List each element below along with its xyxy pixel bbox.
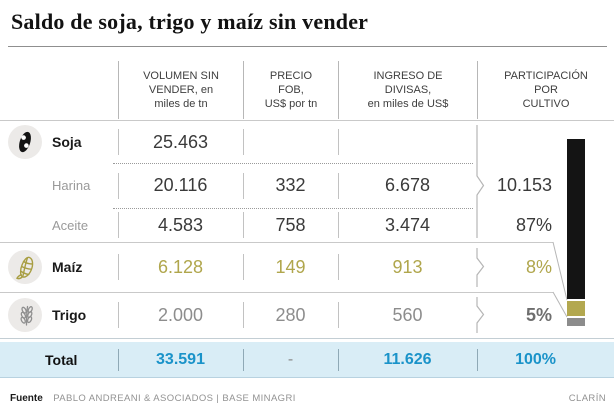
cell-precio: 758 xyxy=(243,208,338,242)
soybean-pod-icon xyxy=(8,125,42,159)
publisher-credit: CLARÍN xyxy=(568,393,606,404)
column-header-ingreso: INGRESO DE DIVISAS, en miles de US$ xyxy=(338,61,477,119)
cell-participacion: 87% xyxy=(515,214,552,235)
row-label-cell: Harina xyxy=(0,178,118,193)
row-separator xyxy=(0,242,553,243)
cell-precio: 149 xyxy=(243,242,338,292)
page-title: Saldo de soja, trigo y maíz sin vender xyxy=(11,9,369,34)
row-label-cell: Aceite xyxy=(0,218,118,233)
cell-ingreso: 913 xyxy=(338,242,477,292)
cell-ingreso: 3.474 xyxy=(338,208,477,242)
row-label: Aceite xyxy=(52,217,89,233)
total-label: Total xyxy=(45,351,78,368)
cell-participacion: 10.153 xyxy=(496,175,552,195)
table-header: VOLUMEN SIN VENDER, en miles de tn PRECI… xyxy=(0,61,614,119)
cell-ingreso xyxy=(338,121,477,163)
column-header-precio: PRECIO FOB, US$ por tn xyxy=(243,61,338,119)
cell-participacion xyxy=(477,121,614,163)
row-label: Harina xyxy=(52,178,91,193)
cell-volumen: 25.463 xyxy=(118,121,243,163)
title-divider xyxy=(8,46,607,47)
row-separator xyxy=(0,338,614,339)
table-row-maiz: Maíz 6.128 149 913 8% xyxy=(0,242,614,292)
cell-precio: 280 xyxy=(243,292,338,338)
table-row-harina: Harina 20.116 332 6.678 10.153 xyxy=(0,163,614,208)
header-spacer xyxy=(0,61,118,119)
dotted-separator xyxy=(113,208,473,209)
row-label-cell: Maíz xyxy=(0,250,118,284)
table-row-aceite: Aceite 4.583 758 3.474 87% xyxy=(0,208,614,242)
dotted-separator xyxy=(113,163,473,164)
total-row: Total 33.591 - 11.626 100% xyxy=(0,342,614,378)
source-text: PABLO ANDREANI & ASOCIADOS | BASE MINAGR… xyxy=(53,393,296,404)
row-label: Soja xyxy=(52,134,82,150)
cell-precio xyxy=(243,121,338,163)
row-separator xyxy=(0,292,553,293)
table-body: Soja 25.463 Harina 20.116 332 6.678 10.1… xyxy=(0,121,614,339)
cell-ingreso: 560 xyxy=(338,292,477,338)
total-precio: - xyxy=(243,342,338,377)
column-header-participacion: PARTICIPACIÓN POR CULTIVO xyxy=(477,61,614,119)
cell-volumen: 6.128 xyxy=(118,242,243,292)
cell-volumen: 4.583 xyxy=(118,208,243,242)
source-line: Fuente PABLO ANDREANI & ASOCIADOS | BASE… xyxy=(10,388,296,406)
cell-volumen: 2.000 xyxy=(118,292,243,338)
cell-precio: 332 xyxy=(243,163,338,208)
source-label: Fuente xyxy=(10,393,43,404)
footer: Fuente PABLO ANDREANI & ASOCIADOS | BASE… xyxy=(10,388,606,406)
column-header-volumen: VOLUMEN SIN VENDER, en miles de tn xyxy=(118,61,243,119)
total-volumen: 33.591 xyxy=(118,342,243,377)
row-label-cell: Soja xyxy=(0,125,118,159)
cell-volumen: 20.116 xyxy=(118,163,243,208)
row-label-cell: Trigo xyxy=(0,298,118,332)
total-ingreso: 11.626 xyxy=(338,342,477,377)
row-label: Trigo xyxy=(52,307,87,323)
table-row-soja: Soja 25.463 xyxy=(0,121,614,163)
cell-participacion: 8% xyxy=(525,256,552,277)
table-row-trigo: Trigo 2.000 280 560 5% xyxy=(0,292,614,338)
corn-cob-icon xyxy=(8,250,42,284)
wheat-ear-icon xyxy=(8,298,42,332)
cell-ingreso: 6.678 xyxy=(338,163,477,208)
cell-participacion: 5% xyxy=(525,304,552,325)
total-participacion: 100% xyxy=(477,342,614,377)
row-label: Maíz xyxy=(52,259,83,275)
